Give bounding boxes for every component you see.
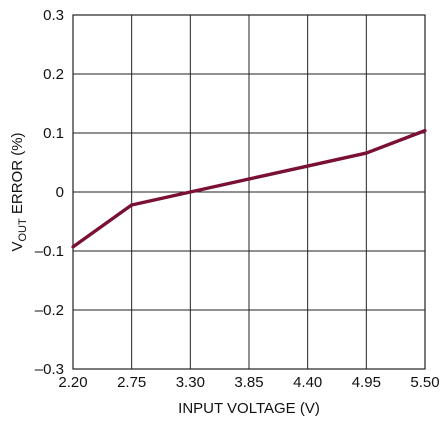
x-tick-label: 4.40 [293, 374, 322, 391]
series-point [247, 177, 251, 181]
series-point [306, 164, 310, 168]
series-point [188, 190, 192, 194]
series-point [130, 203, 134, 207]
y-tick-label: –0.3 [35, 361, 64, 378]
y-tick-label: –0.2 [35, 302, 64, 319]
x-axis-label: INPUT VOLTAGE (V) [178, 400, 320, 417]
x-tick-label: 4.95 [352, 374, 381, 391]
y-tick-label: –0.1 [35, 243, 64, 260]
x-tick-label: 3.85 [234, 374, 263, 391]
x-tick-label: 5.50 [410, 374, 439, 391]
x-tick-label: 2.75 [117, 374, 146, 391]
y-axis-label: VOUT ERROR (%) [9, 132, 29, 251]
grid [72, 14, 426, 370]
x-tick-label: 3.30 [176, 374, 205, 391]
y-tick-label: 0.2 [43, 66, 64, 83]
plot-area-frame [72, 14, 426, 370]
y-tick-label: 0 [56, 184, 64, 201]
series-layer [71, 129, 427, 249]
series-point [71, 245, 75, 249]
series-point [423, 129, 427, 133]
y-axis-label-rest: ERROR (%) [9, 132, 26, 218]
y-tick-label: 0.3 [43, 7, 64, 24]
y-axis-label-main: V [9, 242, 26, 252]
y-axis-label-subscript: OUT [17, 218, 29, 242]
x-tick-label: 2.20 [58, 374, 87, 391]
x-axis-tick-labels: 2.20 2.75 3.30 3.85 4.40 4.95 5.50 [58, 374, 439, 391]
y-tick-label: 0.1 [43, 125, 64, 142]
series-point [364, 151, 368, 155]
y-axis-tick-labels: –0.3 –0.2 –0.1 0 0.1 0.2 0.3 [35, 7, 64, 378]
